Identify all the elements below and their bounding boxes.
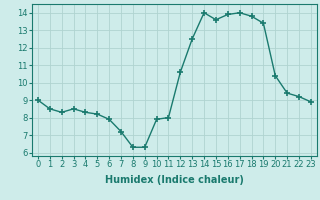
X-axis label: Humidex (Indice chaleur): Humidex (Indice chaleur) — [105, 175, 244, 185]
